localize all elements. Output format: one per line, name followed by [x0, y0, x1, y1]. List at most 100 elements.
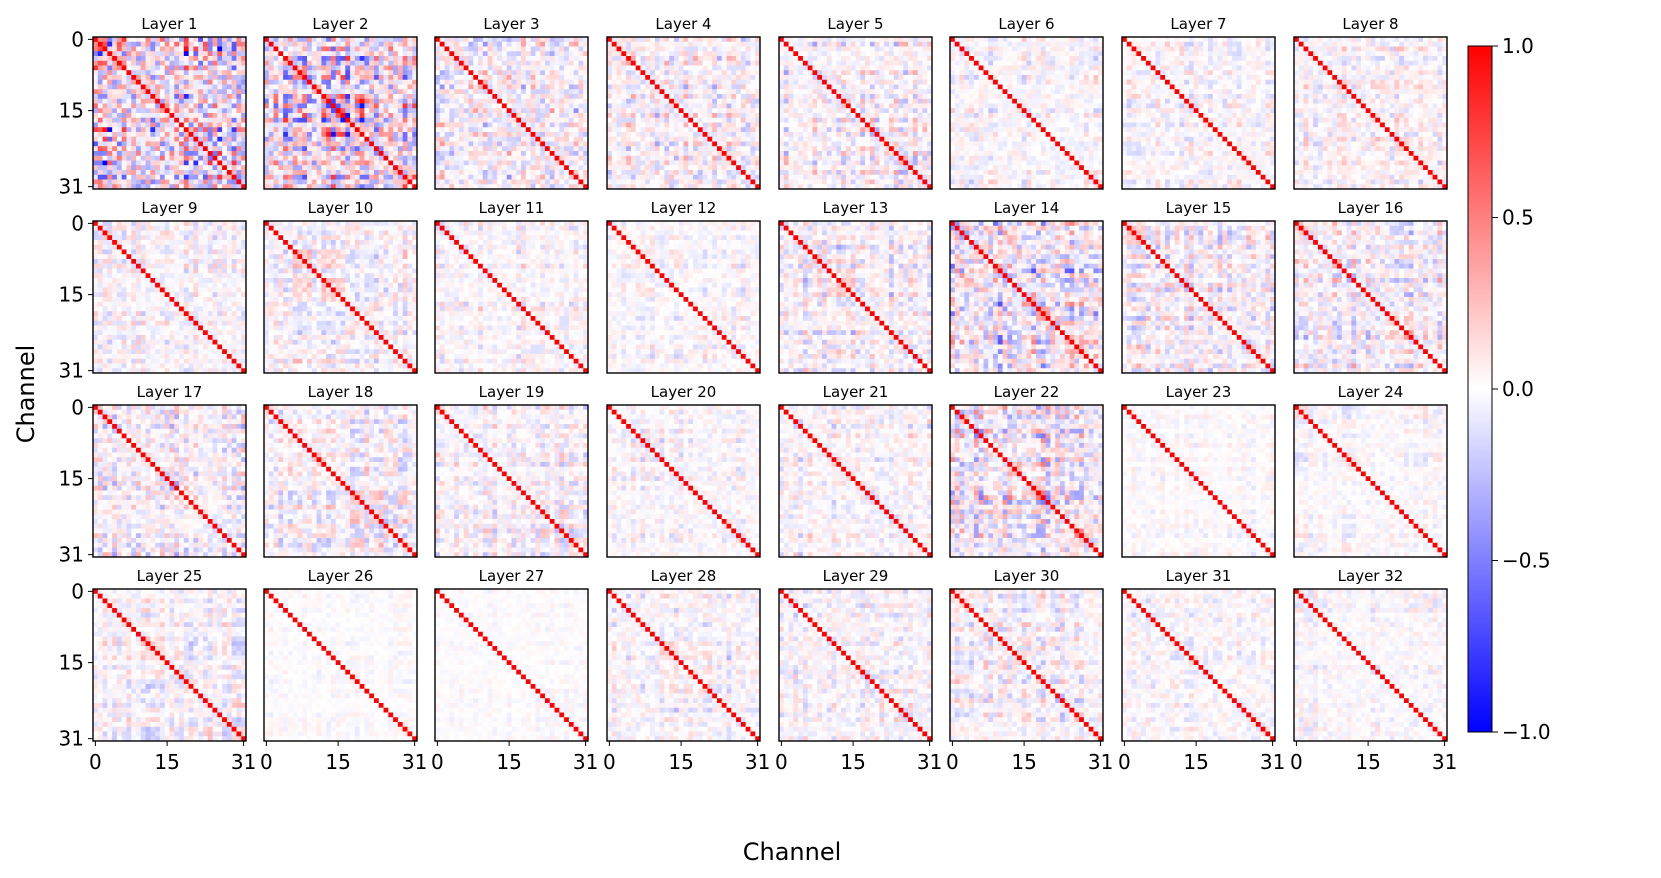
heatmap-cell [297, 47, 302, 52]
heatmap-cell [160, 151, 165, 156]
heatmap-cell [189, 51, 194, 56]
heatmap-cell [208, 132, 213, 137]
heatmap-cell [122, 94, 127, 99]
heatmap-cell [165, 127, 170, 132]
heatmap-cell [174, 104, 179, 109]
heatmap-cell [103, 132, 108, 137]
heatmap-cell [117, 99, 122, 104]
heatmap-cell [122, 108, 127, 113]
heatmap-cell [93, 118, 98, 123]
heatmap-cell [117, 42, 122, 47]
heatmap-cell [150, 151, 155, 156]
heatmap-cell [345, 37, 350, 42]
heatmap-cell [184, 127, 189, 132]
heatmap-cell [141, 137, 146, 142]
heatmap-cell [217, 156, 222, 161]
heatmap-cell [155, 175, 160, 180]
heatmap-cell [117, 165, 122, 170]
heatmap-cell [160, 180, 165, 185]
heatmap-cell [232, 142, 237, 147]
heatmap-cell [217, 42, 222, 47]
heatmap-cell [117, 180, 122, 185]
heatmap-cell [170, 80, 175, 85]
heatmap-cell [213, 180, 218, 185]
heatmap-cell [384, 37, 389, 42]
heatmap-cell [274, 37, 279, 42]
heatmap-cell [222, 89, 227, 94]
heatmap-cell [141, 56, 146, 61]
heatmap-cell [198, 170, 203, 175]
heatmap-cell [198, 123, 203, 128]
heatmap-cell [189, 132, 194, 137]
heatmap-cell [222, 118, 227, 123]
heatmap-cell [107, 146, 112, 151]
heatmap-cell [146, 94, 151, 99]
heatmap-cell [107, 151, 112, 156]
heatmap-cell [112, 80, 117, 85]
heatmap-cell [150, 118, 155, 123]
heatmap-cell [150, 142, 155, 147]
heatmap-cell [103, 146, 108, 151]
heatmap-cell [122, 70, 127, 75]
heatmap-cell [217, 142, 222, 147]
heatmap-cell [103, 161, 108, 166]
heatmap-cell [213, 66, 218, 71]
heatmap-cell [112, 104, 117, 109]
heatmap-cell [160, 137, 165, 142]
heatmap-cell [155, 56, 160, 61]
heatmap-cell [364, 42, 369, 47]
heatmap-cell [198, 127, 203, 132]
heatmap-cell [122, 99, 127, 104]
heatmap-cell [174, 70, 179, 75]
heatmap-cell [174, 161, 179, 166]
heatmap-cell [165, 89, 170, 94]
heatmap-cell [131, 132, 136, 137]
heatmap-cell [103, 123, 108, 128]
heatmap-cell [150, 175, 155, 180]
heatmap-cell [198, 37, 203, 42]
heatmap-cell [150, 132, 155, 137]
heatmap-cell [131, 108, 136, 113]
heatmap-cell [184, 146, 189, 151]
heatmap-cell [136, 80, 141, 85]
heatmap-cell [131, 80, 136, 85]
heatmap-cell [184, 161, 189, 166]
heatmap-cell [236, 99, 241, 104]
heatmap-cell [213, 118, 218, 123]
heatmap-cell [232, 99, 237, 104]
heatmap-cell [193, 113, 198, 118]
heatmap-cell [193, 56, 198, 61]
heatmap-cell [189, 175, 194, 180]
heatmap-cell [227, 156, 232, 161]
heatmap-cell [136, 146, 141, 151]
heatmap-cell [122, 180, 127, 185]
heatmap-cell [165, 175, 170, 180]
heatmap-cell [117, 61, 122, 66]
heatmap-cell [141, 66, 146, 71]
heatmap-cell [236, 180, 241, 185]
heatmap-cell [222, 56, 227, 61]
heatmap-cell [179, 165, 184, 170]
heatmap-cell [165, 42, 170, 47]
heatmap-cell [112, 94, 117, 99]
heatmap-cell [103, 70, 108, 75]
heatmap-cell [189, 42, 194, 47]
heatmap-cell [236, 161, 241, 166]
heatmap-cell [131, 61, 136, 66]
heatmap-cell [165, 61, 170, 66]
heatmap-cell [189, 123, 194, 128]
heatmap-cell [222, 113, 227, 118]
heatmap-cell [98, 85, 103, 90]
heatmap-cell [236, 137, 241, 142]
heatmap-cell [131, 137, 136, 142]
heatmap-cell [179, 151, 184, 156]
heatmap-cell [107, 85, 112, 90]
heatmap-cell [217, 127, 222, 132]
heatmap-cell [136, 56, 141, 61]
heatmap-cell [198, 47, 203, 52]
heatmap-cell [131, 118, 136, 123]
heatmap-cell [208, 156, 213, 161]
heatmap-cell [227, 118, 232, 123]
heatmap-cell [122, 146, 127, 151]
heatmap-cell [155, 142, 160, 147]
